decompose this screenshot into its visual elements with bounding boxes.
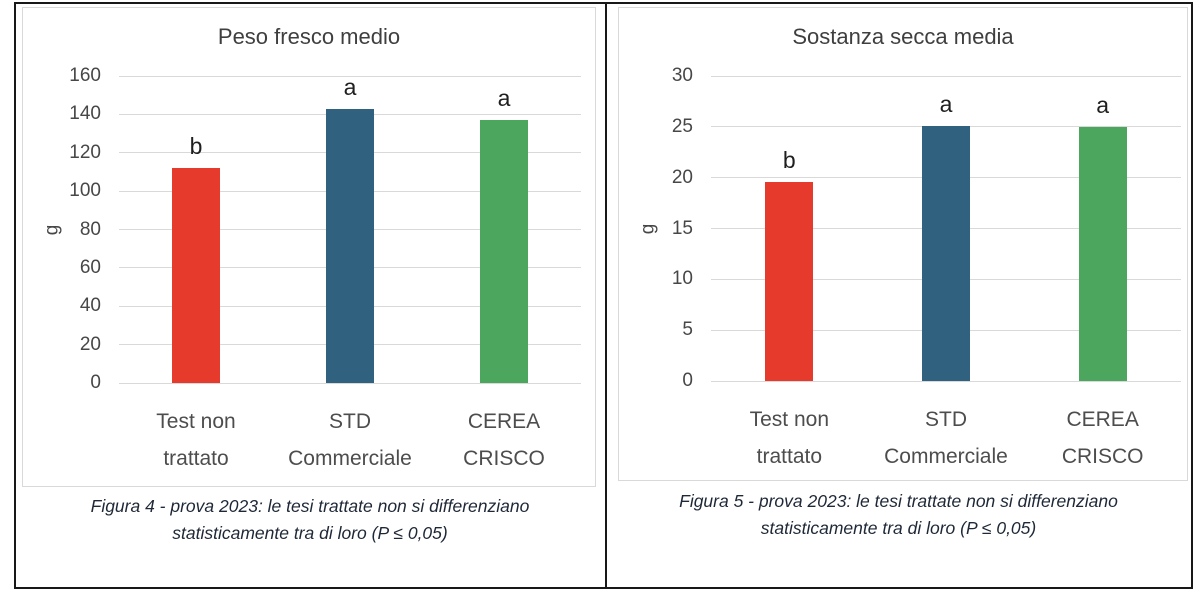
- chart-title: Peso fresco medio: [217, 24, 401, 49]
- plot-region: b a a: [711, 75, 1181, 382]
- gridline: [119, 382, 581, 384]
- figure-caption: Figura 4 - prova 2023: le tesi trattate …: [16, 493, 604, 547]
- y-tick-label: 80: [79, 218, 101, 240]
- x-category-line: Commerciale: [288, 447, 412, 470]
- y-tick-label: 25: [671, 115, 693, 137]
- significance-letter: a: [1096, 91, 1110, 118]
- y-tick-label: 5: [682, 319, 693, 341]
- bar-1: [172, 168, 220, 383]
- x-category-label: Test non trattato: [704, 401, 874, 475]
- gridline: [711, 75, 1181, 77]
- x-category-line: Test non: [156, 410, 236, 433]
- significance-letter: a: [497, 85, 511, 112]
- plot-region: b a a: [119, 73, 581, 384]
- bar-1: [765, 181, 814, 381]
- bar-3: [1078, 126, 1127, 381]
- y-tick-label: 0: [682, 370, 693, 391]
- y-axis-label: g: [637, 223, 659, 234]
- gridline: [119, 75, 581, 77]
- figure-panel-left: Peso fresco medio b a a 160 140 120 100 80 60 40 2…: [16, 4, 604, 587]
- y-axis-label: g: [41, 224, 63, 235]
- y-tick-label: 20: [79, 333, 101, 355]
- y-tick-label: 15: [671, 217, 693, 239]
- x-category-line: Test non: [749, 408, 830, 431]
- x-category-line: CRISCO: [463, 447, 545, 470]
- x-category-line: STD: [925, 408, 967, 431]
- x-category-label: Test non trattato: [111, 403, 281, 477]
- y-tick-label: 120: [69, 141, 101, 163]
- bar-2: [326, 108, 374, 383]
- outer-border-frame: Peso fresco medio b a a 160 140 120 100 80 60 40 2…: [14, 2, 1193, 589]
- x-category-line: Commerciale: [884, 445, 1008, 468]
- y-tick-label: 0: [90, 372, 101, 393]
- y-tick-label: 160: [69, 65, 101, 86]
- significance-letter: a: [939, 90, 953, 117]
- significance-letter: b: [782, 146, 796, 173]
- y-tick-label: 10: [671, 268, 693, 290]
- y-tick-label: 20: [671, 166, 693, 188]
- significance-letter: b: [189, 133, 203, 160]
- caption-line-1: Figura 4 - prova 2023: le tesi trattate …: [90, 496, 530, 516]
- x-category-line: CRISCO: [1061, 445, 1144, 468]
- x-category-line: STD: [329, 410, 371, 433]
- x-category-label: CEREA CRISCO: [419, 403, 589, 477]
- x-category-label: STD Commerciale: [861, 401, 1031, 475]
- figure-panel-right: Sostanza secca media b a a 30 25 20 15 10 5 0 g Tes…: [607, 4, 1190, 587]
- y-tick-label: 60: [79, 256, 101, 278]
- x-category-line: CEREA: [1066, 408, 1139, 431]
- caption-line-2: statisticamente tra di loro (P ≤ 0,05): [760, 518, 1037, 538]
- y-tick-label: 30: [671, 65, 693, 86]
- chart-card-left: Peso fresco medio b a a 160 140 120 100 80 60 40 2…: [22, 7, 596, 487]
- y-tick-label: 100: [69, 180, 101, 202]
- figure-caption: Figura 5 - prova 2023: le tesi trattate …: [607, 488, 1190, 542]
- x-category-line: trattato: [756, 445, 823, 468]
- panel-divider: [605, 4, 607, 587]
- caption-line-1: Figura 5 - prova 2023: le tesi trattate …: [679, 491, 1118, 511]
- x-category-line: trattato: [163, 447, 229, 470]
- caption-line-2: statisticamente tra di loro (P ≤ 0,05): [172, 523, 448, 543]
- x-category-label: CEREA CRISCO: [1018, 401, 1188, 475]
- y-tick-label: 140: [69, 103, 101, 125]
- y-tick-label: 40: [79, 295, 101, 317]
- x-category-label: STD Commerciale: [265, 403, 435, 477]
- x-category-line: CEREA: [467, 410, 541, 433]
- bar-2: [922, 125, 970, 381]
- chart-title: Sostanza secca media: [792, 24, 1014, 49]
- bar-3: [480, 120, 528, 383]
- gridline: [711, 380, 1181, 382]
- chart-card-right: Sostanza secca media b a a 30 25 20 15 10 5 0 g Tes…: [618, 7, 1188, 481]
- significance-letter: a: [343, 73, 357, 100]
